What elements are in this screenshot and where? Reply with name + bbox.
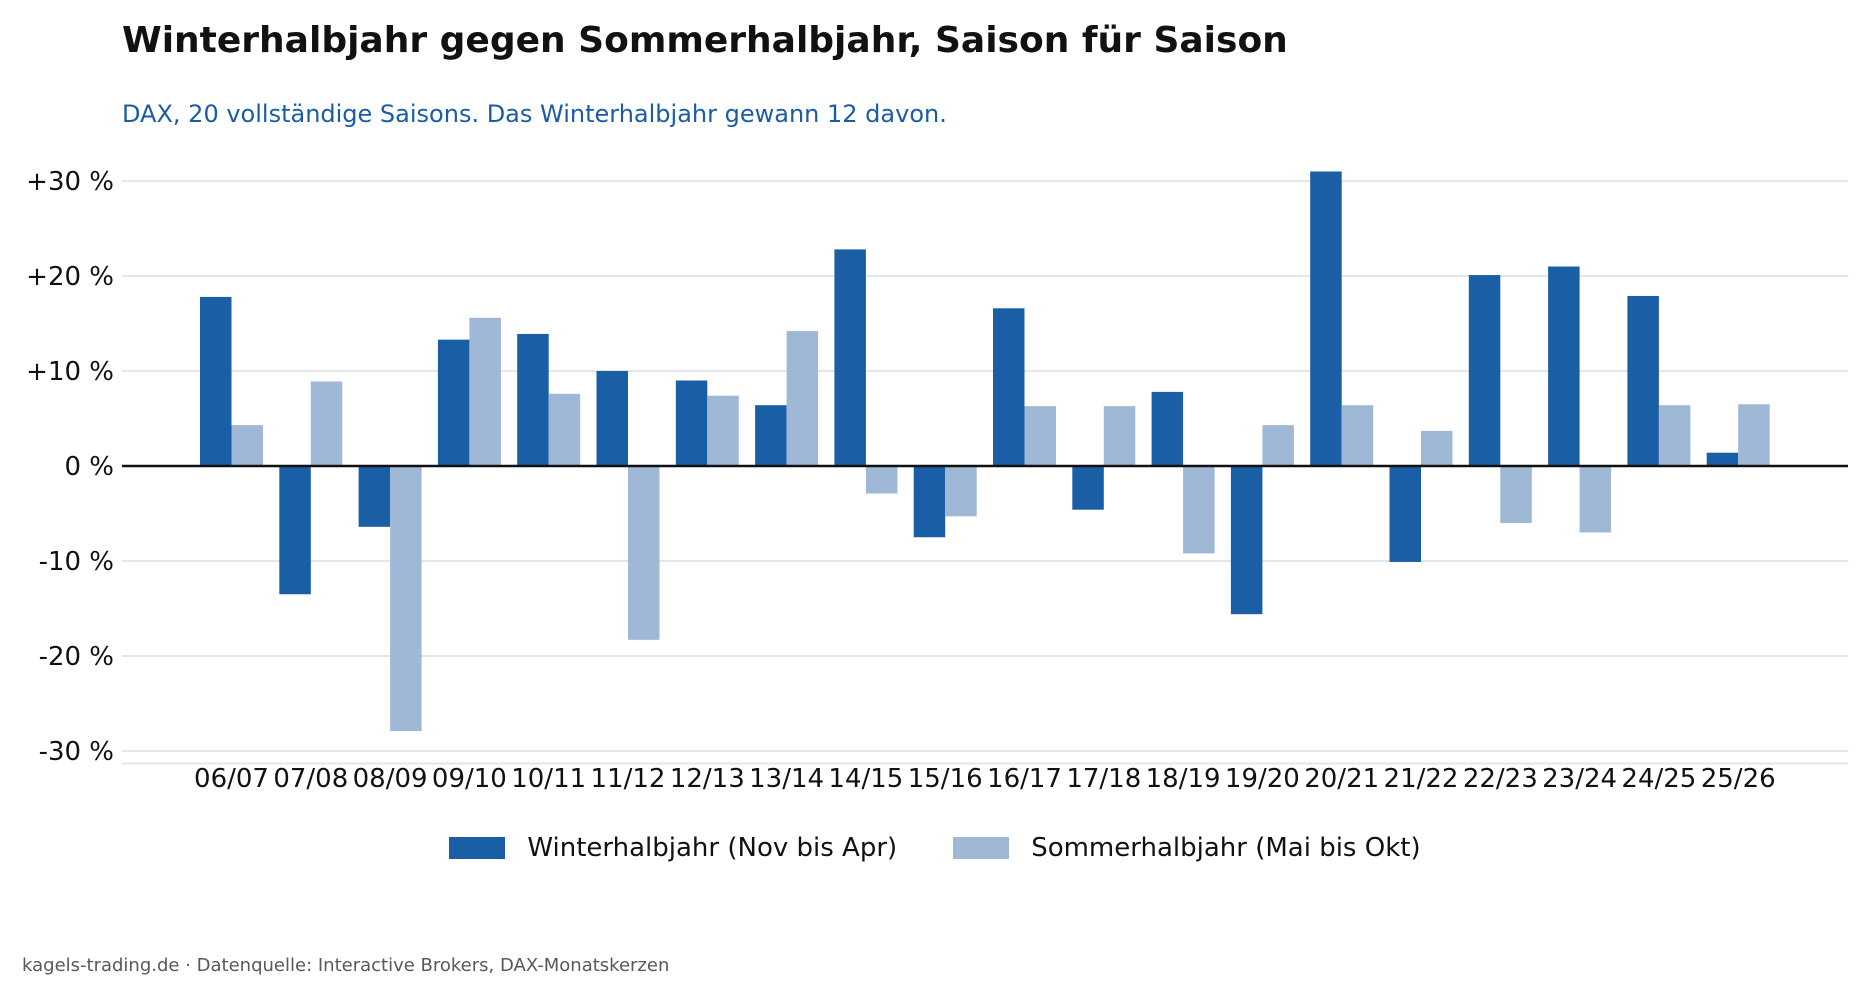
x-tick-label: 12/13	[670, 764, 745, 794]
legend-item-summer: Sommerhalbjahr (Mai bis Okt)	[953, 833, 1421, 863]
y-tick-label: 0 %	[64, 452, 114, 482]
bar-summer-13-14	[786, 331, 819, 466]
legend-swatch-summer	[953, 837, 1010, 859]
bar-winter-12-13	[675, 380, 708, 466]
bar-summer-22-23	[1500, 466, 1532, 523]
x-tick-label: 13/14	[749, 764, 824, 794]
bar-summer-23-24	[1579, 466, 1612, 533]
bar-winter-21-22	[1389, 466, 1421, 562]
x-tick-label: 10/11	[511, 764, 586, 794]
y-tick-label: -20 %	[39, 642, 114, 672]
bar-summer-25-26	[1738, 404, 1770, 466]
bar-summer-17-18	[1103, 406, 1136, 466]
x-tick-label: 15/16	[908, 764, 983, 794]
bar-winter-07-08	[279, 466, 311, 595]
bar-summer-09-10	[469, 317, 501, 466]
bar-summer-14-15	[865, 466, 898, 494]
bar-winter-18-19	[1151, 391, 1184, 466]
y-tick-label: -30 %	[39, 737, 114, 767]
bar-summer-07-08	[310, 381, 343, 466]
bar-winter-10-11	[517, 333, 549, 466]
x-tick-label: 17/18	[1066, 764, 1141, 794]
bar-summer-08-09	[390, 466, 422, 732]
x-tick-label: 25/26	[1701, 764, 1776, 794]
x-tick-label: 09/10	[432, 764, 507, 794]
bar-summer-19-20	[1262, 425, 1294, 466]
x-tick-label: 16/17	[987, 764, 1062, 794]
chart-title: Winterhalbjahr gegen Sommerhalbjahr, Sai…	[122, 20, 1288, 61]
y-tick-label: +10 %	[26, 357, 114, 387]
bar-winter-13-14	[755, 405, 787, 466]
y-tick-label: -10 %	[39, 547, 114, 577]
bar-winter-06-07	[200, 296, 232, 466]
bar-summer-12-13	[707, 395, 739, 466]
bars	[200, 171, 1770, 732]
x-tick-label: 14/15	[828, 764, 903, 794]
legend-swatch-winter	[449, 837, 506, 859]
x-tick-label: 06/07	[194, 764, 269, 794]
bar-summer-24-25	[1658, 405, 1691, 466]
source-footer: kagels-trading.de · Datenquelle: Interac…	[22, 955, 670, 976]
x-tick-label: 23/24	[1542, 764, 1617, 794]
bar-winter-20-21	[1310, 171, 1342, 466]
bar-winter-09-10	[437, 339, 470, 466]
bar-winter-15-16	[913, 466, 946, 538]
bar-summer-18-19	[1183, 466, 1215, 554]
bar-winter-11-12	[596, 371, 628, 466]
bar-winter-14-15	[834, 249, 866, 466]
bar-winter-23-24	[1548, 266, 1580, 466]
x-tick-label: 11/12	[591, 764, 666, 794]
bar-winter-08-09	[358, 466, 391, 527]
x-tick-label: 18/19	[1146, 764, 1221, 794]
bar-winter-25-26	[1706, 452, 1739, 466]
y-tick-label: +20 %	[26, 262, 114, 292]
bar-winter-19-20	[1230, 466, 1263, 615]
bar-summer-11-12	[628, 466, 660, 640]
x-tick-label: 24/25	[1621, 764, 1696, 794]
bar-winter-16-17	[993, 308, 1025, 466]
x-tick-label: 07/08	[273, 764, 348, 794]
legend-label-summer: Sommerhalbjahr (Mai bis Okt)	[1031, 833, 1421, 863]
axes: -30 % -20 % -10 % 0 % +10 % +20 % +30 % 06/07 07…	[26, 167, 1848, 794]
x-tick-label: 22/23	[1463, 764, 1538, 794]
legend-item-winter: Winterhalbjahr (Nov bis Apr)	[449, 833, 897, 863]
legend-label-winter: Winterhalbjahr (Nov bis Apr)	[527, 833, 898, 863]
x-tick-label: 08/09	[353, 764, 428, 794]
x-tick-label: 19/20	[1225, 764, 1300, 794]
x-tick-label: 21/22	[1384, 764, 1459, 794]
legend: Winterhalbjahr (Nov bis Apr) Sommerhalbj…	[0, 833, 1870, 863]
y-tick-label: +30 %	[26, 167, 114, 197]
bar-summer-10-11	[548, 393, 581, 466]
bar-summer-21-22	[1421, 430, 1453, 466]
bar-winter-24-25	[1627, 295, 1659, 466]
bar-winter-17-18	[1072, 466, 1104, 510]
bar-winter-22-23	[1468, 275, 1501, 466]
bar-summer-06-07	[231, 425, 263, 466]
chart-subtitle: DAX, 20 vollständige Saisons. Das Winter…	[122, 100, 947, 128]
x-tick-label: 20/21	[1304, 764, 1379, 794]
bar-summer-16-17	[1024, 406, 1056, 466]
bar-summer-15-16	[945, 466, 977, 517]
bar-summer-20-21	[1341, 405, 1374, 466]
